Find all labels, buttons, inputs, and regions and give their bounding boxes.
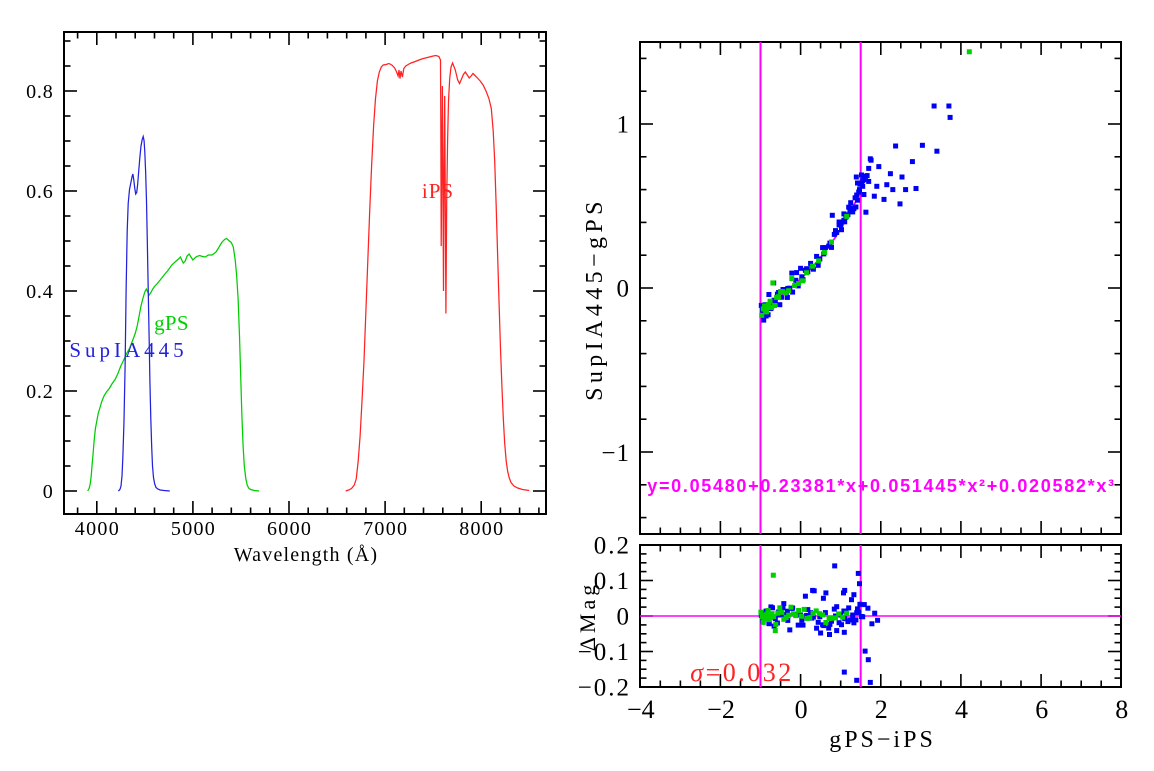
svg-text:4: 4 (955, 695, 968, 724)
svg-text:gPS−iPS: gPS−iPS (829, 727, 936, 753)
svg-text:y=0.05480+0.23381*x+0.051445*x: y=0.05480+0.23381*x+0.051445*x²+0.020582… (647, 476, 1115, 496)
svg-text:6: 6 (1035, 695, 1048, 724)
svg-text:7000: 7000 (363, 518, 408, 540)
svg-text:0: 0 (617, 276, 631, 303)
svg-text:0: 0 (795, 695, 808, 724)
svg-text:0: 0 (43, 481, 54, 503)
svg-text:0.1: 0.1 (594, 568, 631, 595)
svg-text:8000: 8000 (459, 518, 504, 540)
svg-text:SupIA445: SupIA445 (69, 338, 187, 362)
svg-text:−1: −1 (601, 440, 630, 467)
svg-text:5000: 5000 (171, 518, 216, 540)
svg-text:6000: 6000 (267, 518, 312, 540)
svg-text:iPS: iPS (422, 179, 454, 203)
svg-text:0: 0 (617, 604, 632, 631)
svg-text:−0.1: −0.1 (578, 639, 631, 666)
svg-text:ΔMag: ΔMag (575, 581, 600, 651)
svg-text:−4: −4 (627, 695, 655, 724)
svg-text:−0.2: −0.2 (578, 675, 631, 702)
svg-text:0.2: 0.2 (26, 381, 53, 403)
svg-text:1: 1 (617, 112, 631, 139)
svg-text:SupIA445−gPS: SupIA445−gPS (582, 197, 608, 401)
svg-text:0.6: 0.6 (26, 181, 53, 203)
svg-text:−2: −2 (707, 695, 735, 724)
svg-text:Wavelength (Å): Wavelength (Å) (234, 544, 379, 566)
svg-text:2: 2 (875, 695, 888, 724)
svg-text:σ=0.032: σ=0.032 (690, 658, 794, 687)
svg-text:0.2: 0.2 (594, 533, 631, 560)
svg-text:0.4: 0.4 (26, 281, 53, 303)
svg-text:0.8: 0.8 (26, 81, 53, 103)
svg-text:4000: 4000 (75, 518, 120, 540)
svg-text:gPS: gPS (154, 311, 189, 335)
svg-text:8: 8 (1115, 695, 1128, 724)
